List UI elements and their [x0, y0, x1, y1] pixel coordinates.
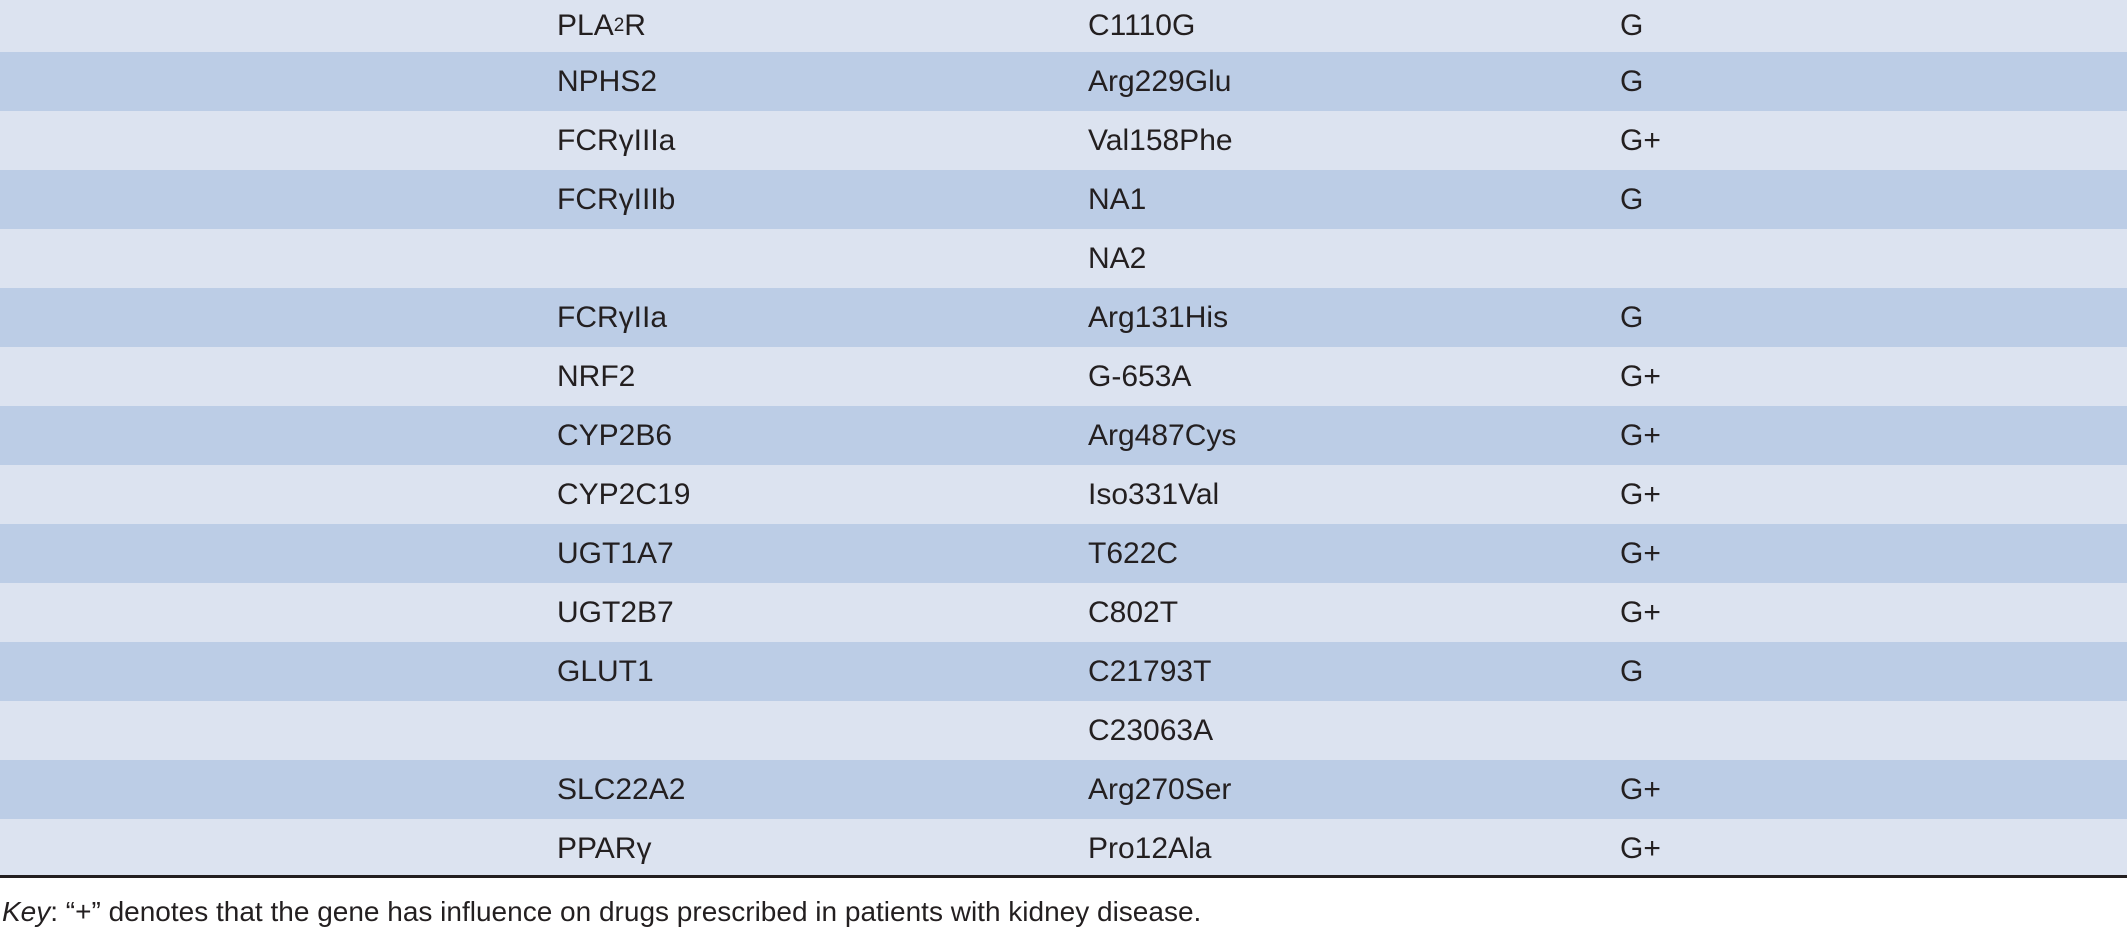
- table-row: PLA 2 R C1110G G: [0, 0, 2127, 52]
- table-cell: CYP2B6: [557, 418, 673, 452]
- table-cell: FCRγIIIa: [557, 123, 676, 157]
- table-cell: UGT2B7: [557, 595, 674, 629]
- table-cell: PPARγ: [557, 831, 652, 865]
- table-cell: Arg487Cys: [1088, 418, 1237, 452]
- table-row: NRF2 G-653A G+: [0, 347, 2127, 406]
- table-cell: C1110G: [1088, 9, 1196, 42]
- table-row: CYP2C19 Iso331Val G+: [0, 465, 2127, 524]
- table-row: FCRγIIIa Val158Phe G+: [0, 111, 2127, 170]
- table-cell: NPHS2: [557, 64, 658, 98]
- table-cell: SLC22A2: [557, 772, 686, 806]
- table-cell: Pro12Ala: [1088, 831, 1212, 865]
- table-cell: C21793T: [1088, 654, 1212, 688]
- table-cell: G: [1620, 64, 1644, 98]
- cell-text: R: [624, 9, 646, 42]
- table-cell: Val158Phe: [1088, 123, 1233, 157]
- footnote-text: : “+” denotes that the gene has influenc…: [50, 896, 1202, 927]
- table-cell: Arg270Ser: [1088, 772, 1232, 806]
- table-cell: G: [1620, 654, 1644, 688]
- table-row: CYP2B6 Arg487Cys G+: [0, 406, 2127, 465]
- table-cell: Arg131His: [1088, 300, 1229, 334]
- table-cell: G+: [1620, 831, 1661, 865]
- table-row: NA2: [0, 229, 2127, 288]
- table-cell: G+: [1620, 772, 1661, 806]
- table-cell: G+: [1620, 418, 1661, 452]
- cell-text: PLA: [557, 9, 614, 42]
- table-cell: NA1: [1088, 182, 1147, 216]
- table-cell: G: [1620, 300, 1644, 334]
- table-cell: FCRγIIIb: [557, 182, 676, 216]
- table-cell: T622C: [1088, 536, 1179, 570]
- table-row: UGT1A7 T622C G+: [0, 524, 2127, 583]
- table-cell: UGT1A7: [557, 536, 674, 570]
- table-cell: GLUT1: [557, 654, 654, 688]
- table-cell: NA2: [1088, 241, 1147, 275]
- table-cell: G: [1620, 9, 1644, 42]
- table-cell: FCRγIIa: [557, 300, 668, 334]
- table-row: FCRγIIa Arg131His G: [0, 288, 2127, 347]
- table-row: FCRγIIIb NA1 G: [0, 170, 2127, 229]
- table-cell: G+: [1620, 359, 1661, 393]
- table-row: NPHS2 Arg229Glu G: [0, 52, 2127, 111]
- table-footnote: Key: “+” denotes that the gene has influ…: [2, 896, 1201, 928]
- table-row: C23063A: [0, 701, 2127, 760]
- table-cell: C23063A: [1088, 713, 1214, 747]
- table-bottom-rule: [0, 875, 2127, 878]
- table-cell: G+: [1620, 123, 1661, 157]
- table-cell: CYP2C19: [557, 477, 691, 511]
- table-row: SLC22A2 Arg270Ser G+: [0, 760, 2127, 819]
- table-row: UGT2B7 C802T G+: [0, 583, 2127, 642]
- table-cell: C802T: [1088, 595, 1179, 629]
- table-cell: NRF2: [557, 359, 636, 393]
- table-row: GLUT1 C21793T G: [0, 642, 2127, 701]
- table-cell: G+: [1620, 595, 1661, 629]
- table-cell: G+: [1620, 477, 1661, 511]
- table-cell: G: [1620, 182, 1644, 216]
- table-row: PPARγ Pro12Ala G+: [0, 819, 2127, 878]
- table-cell: Arg229Glu: [1088, 64, 1232, 98]
- table-cell: Iso331Val: [1088, 477, 1220, 511]
- table-cell: G+: [1620, 536, 1661, 570]
- table-cell: G-653A: [1088, 359, 1192, 393]
- table-cell: PLA 2 R: [557, 9, 646, 42]
- footnote-label: Key: [2, 896, 51, 927]
